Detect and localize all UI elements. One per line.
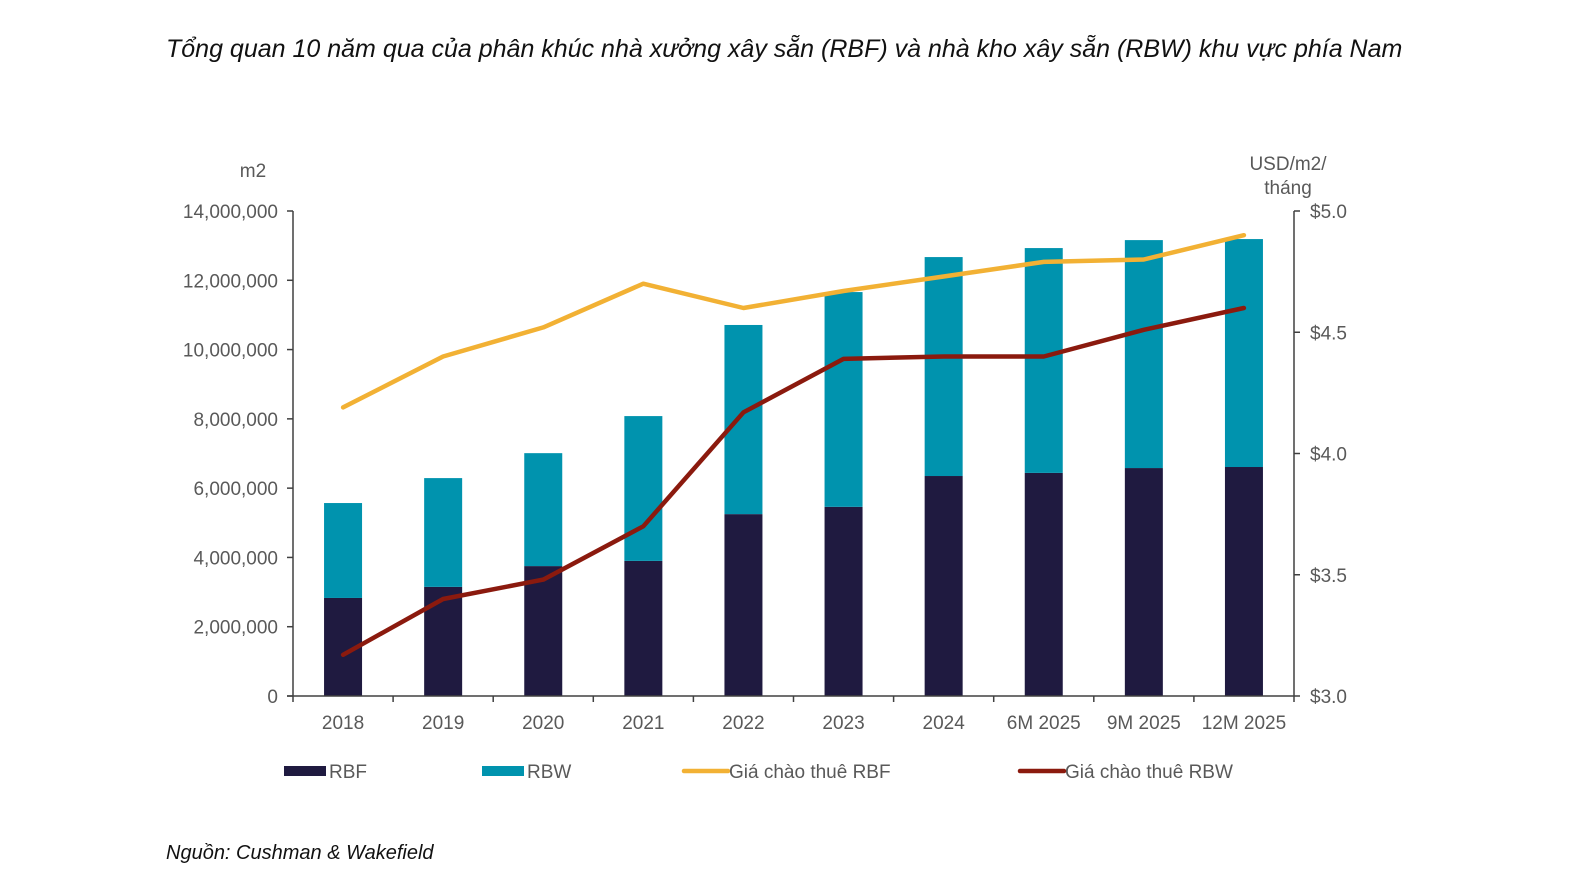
x-tick-label-3: 2021 — [622, 713, 664, 734]
bar-rbw-7 — [1024, 248, 1063, 473]
x-tick-label-9: 12M 2025 — [1202, 713, 1287, 734]
lines-group — [340, 232, 1247, 658]
left-tick-label-0: 0 — [267, 687, 278, 708]
left-tick-label-6: 12,000,000 — [183, 271, 278, 292]
legend-label-0: RBF — [329, 762, 367, 783]
bar-rbw-0 — [324, 503, 363, 598]
bar-rbw-3 — [624, 416, 663, 561]
right-tick-label-3: $4.5 — [1310, 323, 1347, 344]
bar-rbf-1 — [424, 586, 463, 696]
bar-rbf-9 — [1224, 467, 1263, 696]
right-tick-label-1: $3.5 — [1310, 566, 1347, 587]
bar-rbw-2 — [524, 453, 563, 567]
bar-rbf-2 — [524, 566, 563, 696]
x-tick-label-8: 9M 2025 — [1107, 713, 1181, 734]
x-tick-label-1: 2019 — [422, 713, 464, 734]
right-tick-label-2: $4.0 — [1310, 445, 1347, 466]
bar-rbw-5 — [824, 292, 863, 507]
bar-rbf-3 — [624, 560, 663, 696]
legend-swatch-0 — [284, 766, 326, 776]
bar-rbw-9 — [1224, 239, 1263, 468]
bar-rbw-8 — [1124, 240, 1163, 469]
bar-rbf-4 — [724, 514, 763, 696]
right-axis-title-line-0: USD/m2/ — [1249, 154, 1327, 175]
bar-rbf-6 — [924, 476, 963, 696]
line-rbw-price — [340, 305, 1247, 658]
left-tick-label-2: 4,000,000 — [193, 548, 278, 569]
left-tick-label-7: 14,000,000 — [183, 202, 278, 223]
right-tick-label-4: $5.0 — [1310, 202, 1347, 223]
source-note: Nguồn: Cushman & Wakefield — [166, 842, 434, 864]
x-tick-label-2: 2020 — [522, 713, 564, 734]
chart-title: Tổng quan 10 năm qua của phân khúc nhà x… — [166, 35, 1403, 63]
right-tick-label-0: $3.0 — [1310, 687, 1347, 708]
left-axis-title: m2 — [240, 161, 266, 182]
x-tick-label-6: 2024 — [923, 713, 966, 734]
left-tick-label-5: 10,000,000 — [183, 341, 278, 362]
x-tick-label-0: 2018 — [322, 713, 364, 734]
legend-label-3: Giá chào thuê RBW — [1065, 762, 1233, 783]
legend-label-1: RBW — [527, 762, 571, 783]
bar-rbw-1 — [424, 478, 463, 587]
left-tick-label-4: 8,000,000 — [193, 410, 278, 431]
x-tick-label-4: 2022 — [722, 713, 764, 734]
legend-label-2: Giá chào thuê RBF — [729, 762, 891, 783]
bar-rbw-4 — [724, 324, 763, 515]
bar-rbf-5 — [824, 506, 863, 696]
bar-rbw-6 — [924, 257, 963, 477]
axes-group: 0 2,000,000 4,000,000 6,000,000 8,000,000 10,… — [183, 154, 1347, 734]
x-tick-label-5: 2023 — [822, 713, 864, 734]
bar-rbf-8 — [1124, 468, 1163, 696]
legend-swatch-1 — [482, 766, 524, 776]
legend: RBF RBW Giá chào thuê RBF Giá chào thuê RBW — [284, 762, 1233, 783]
line-rbf-price — [340, 232, 1247, 410]
left-tick-label-3: 6,000,000 — [193, 479, 278, 500]
left-tick-label-1: 2,000,000 — [193, 618, 278, 639]
bars-group — [324, 239, 1263, 696]
bar-rbf-7 — [1024, 472, 1063, 696]
x-tick-label-7: 6M 2025 — [1007, 713, 1081, 734]
right-axis-title-line-1: tháng — [1264, 178, 1312, 199]
